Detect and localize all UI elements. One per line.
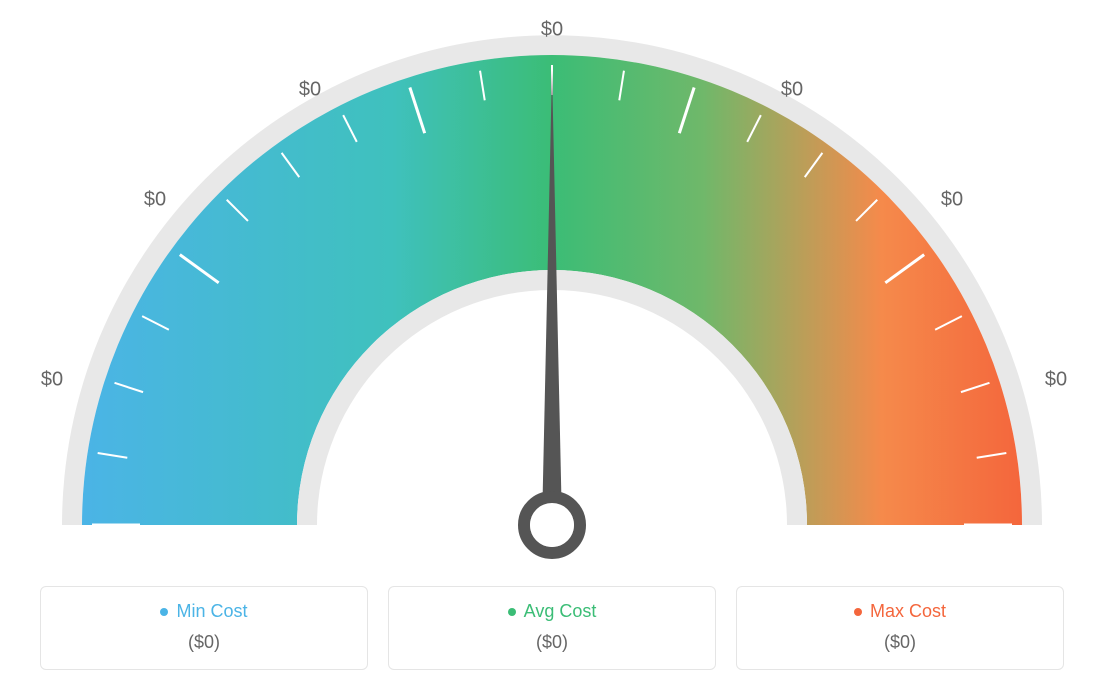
legend-label-max: Max Cost	[854, 601, 946, 622]
legend-value-min: ($0)	[57, 632, 351, 653]
legend-label-avg: Avg Cost	[508, 601, 597, 622]
legend-value-avg: ($0)	[405, 632, 699, 653]
legend-value-max: ($0)	[753, 632, 1047, 653]
legend-card-min: Min Cost ($0)	[40, 586, 368, 670]
dot-icon	[854, 608, 862, 616]
legend-card-max: Max Cost ($0)	[736, 586, 1064, 670]
legend-row: Min Cost ($0) Avg Cost ($0) Max Cost ($0…	[40, 586, 1064, 670]
scale-label: $0	[941, 189, 963, 212]
gauge-svg	[0, 0, 1104, 560]
scale-label: $0	[541, 19, 563, 42]
scale-label: $0	[781, 79, 803, 102]
legend-text: Max Cost	[870, 601, 946, 622]
scale-label: $0	[144, 189, 166, 212]
legend-text: Avg Cost	[524, 601, 597, 622]
legend-text: Min Cost	[176, 601, 247, 622]
gauge-cost-chart: $0 $0 $0 $0 $0 $0 $0 Min Cost ($0) Avg Cost ($…	[0, 0, 1104, 690]
dot-icon	[160, 608, 168, 616]
scale-label: $0	[41, 369, 63, 392]
dot-icon	[508, 608, 516, 616]
legend-label-min: Min Cost	[160, 601, 247, 622]
legend-card-avg: Avg Cost ($0)	[388, 586, 716, 670]
scale-label: $0	[299, 79, 321, 102]
scale-label: $0	[1045, 369, 1067, 392]
gauge-area: $0 $0 $0 $0 $0 $0 $0	[0, 0, 1104, 560]
